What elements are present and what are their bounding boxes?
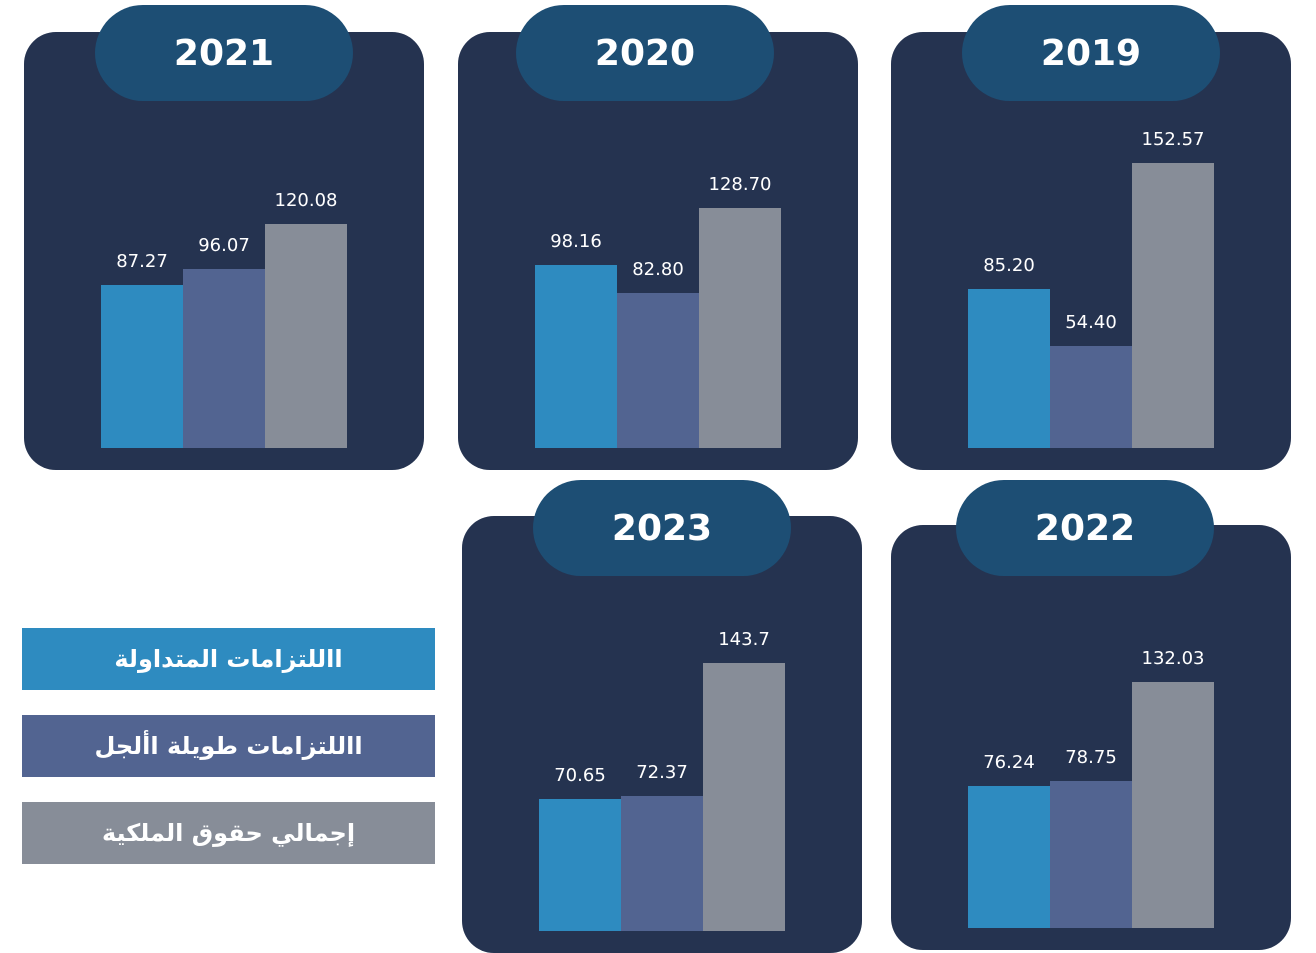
value-label: 132.03 — [1141, 647, 1205, 669]
legend-entry: االلتزامات المتداولة — [22, 628, 435, 690]
bar — [265, 223, 347, 448]
bar — [539, 799, 621, 931]
bar — [621, 795, 703, 931]
legend-entry: إجمالي حقوق الملكية — [22, 802, 435, 864]
bar — [617, 293, 699, 448]
value-label: 72.37 — [636, 761, 688, 783]
year-pill: 2023 — [533, 480, 791, 576]
value-label: 87.27 — [116, 251, 168, 273]
value-label: 85.20 — [983, 255, 1035, 277]
value-label: 54.40 — [1065, 312, 1117, 334]
bar — [699, 207, 781, 448]
value-label: 76.24 — [983, 751, 1035, 773]
value-label: 152.57 — [1141, 129, 1205, 151]
bar — [1132, 163, 1214, 448]
bar — [703, 662, 785, 931]
value-label: 96.07 — [198, 234, 250, 256]
value-label: 98.16 — [550, 230, 602, 252]
year-pill: 2022 — [956, 480, 1214, 576]
bar — [968, 289, 1050, 448]
year-pill: 2020 — [516, 5, 774, 101]
bar — [1050, 346, 1132, 448]
bar — [1132, 681, 1214, 928]
value-label: 70.65 — [554, 765, 606, 787]
bar — [183, 268, 265, 448]
bar — [101, 285, 183, 448]
value-label: 78.75 — [1065, 747, 1117, 769]
legend-entry: االلتزامات طويلة األجل — [22, 715, 435, 777]
value-label: 128.70 — [708, 173, 772, 195]
value-label: 82.80 — [632, 259, 684, 281]
bar — [535, 264, 617, 448]
year-pill: 2021 — [95, 5, 353, 101]
bar — [1050, 781, 1132, 928]
bar — [968, 785, 1050, 928]
value-label: 120.08 — [274, 189, 338, 211]
year-pill: 2019 — [962, 5, 1220, 101]
value-label: 143.7 — [718, 628, 770, 650]
